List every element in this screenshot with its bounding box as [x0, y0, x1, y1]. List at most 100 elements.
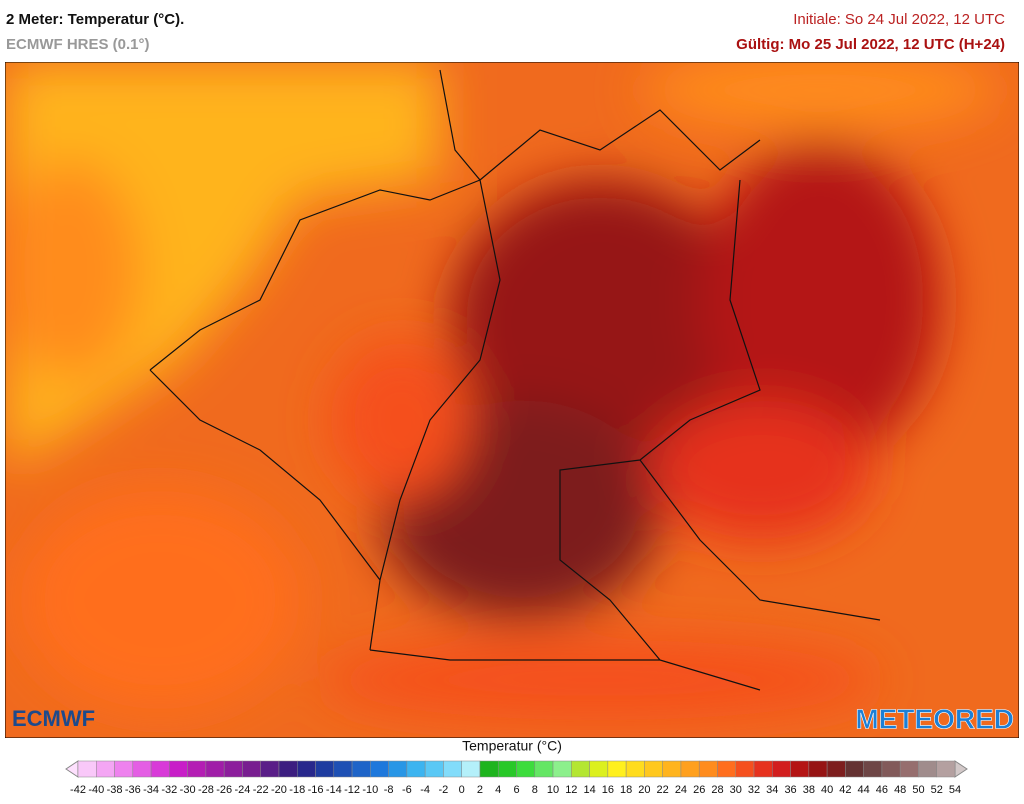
colorbar-swatch: [534, 760, 554, 778]
colorbar-swatch: [571, 760, 590, 778]
colorbar-tick-label: 54: [949, 784, 961, 796]
colorbar-swatch: [899, 760, 919, 778]
title: 2 Meter: Temperatur (°C).: [6, 11, 184, 28]
colorbar-tick-label: -18: [289, 784, 305, 796]
colorbar-tick-label: -36: [125, 784, 141, 796]
colorbar-swatch: [662, 760, 682, 778]
colorbar-swatch: [625, 760, 645, 778]
colorbar-tick-label: 18: [620, 784, 632, 796]
colorbar-swatch: [863, 760, 883, 778]
colorbar-tick-label: 52: [931, 784, 943, 796]
colorbar-swatch: [242, 760, 261, 778]
colorbar-swatch: [680, 760, 700, 778]
colorbar-tick-label: 34: [766, 784, 778, 796]
colorbar-tick-label: 0: [459, 784, 465, 796]
valid-time: Gültig: Mo 25 Jul 2022, 12 UTC (H+24): [736, 36, 1005, 53]
colorbar-title: Temperatur (°C): [462, 738, 562, 754]
colorbar-swatch: [497, 760, 517, 778]
colorbar-tick-label: -28: [198, 784, 214, 796]
colorbar-tick-label: -34: [143, 784, 159, 796]
colorbar-swatch: [918, 760, 937, 778]
colorbar-tick-label: 30: [730, 784, 742, 796]
colorbar-swatch: [315, 760, 335, 778]
colorbar-tick-label: 26: [693, 784, 705, 796]
colorbar-tick-label: -6: [402, 784, 412, 796]
colorbar-tick-label: 20: [638, 784, 650, 796]
colorbar-swatch: [77, 760, 97, 778]
colorbar-swatch: [223, 760, 243, 778]
colorbar-swatch: [297, 760, 316, 778]
colorbar-swatch: [936, 760, 956, 778]
colorbar-tick-label: 4: [495, 784, 501, 796]
temperature-field: ECMWF METEORED: [5, 62, 1019, 738]
colorbar-swatch: [808, 760, 828, 778]
colorbar-tick-label: -40: [88, 784, 104, 796]
colorbar-tick-label: -14: [326, 784, 342, 796]
colorbar-tick-label: 36: [784, 784, 796, 796]
colorbar-swatch: [388, 760, 408, 778]
colorbar-swatch: [333, 760, 353, 778]
colorbar-tick-label: 48: [894, 784, 906, 796]
colorbar-tick-label: 8: [532, 784, 538, 796]
colorbar-tick-label: -22: [253, 784, 269, 796]
colorbar-swatch: [753, 760, 773, 778]
colorbar-tick-label: 24: [675, 784, 687, 796]
meteored-logo: METEORED: [855, 703, 1014, 734]
colorbar-tick-label: -24: [234, 784, 250, 796]
colorbar-tick-label: 42: [839, 784, 851, 796]
colorbar-swatch: [461, 760, 481, 778]
colorbar-tick-label: 38: [803, 784, 815, 796]
colorbar-swatch: [790, 760, 810, 778]
colorbar-tick-label: -2: [439, 784, 449, 796]
colorbar-swatch: [589, 760, 609, 778]
colorbar-tick-label: 32: [748, 784, 760, 796]
colorbar-swatch: [845, 760, 864, 778]
init-time: Initiale: So 24 Jul 2022, 12 UTC: [793, 11, 1005, 28]
colorbar-tick-label: 28: [711, 784, 723, 796]
colorbar-tick-label: -16: [308, 784, 324, 796]
colorbar-tick-label: 40: [821, 784, 833, 796]
colorbar: -42 -40 -38 -36 -34 -32 -30 -28 -26 -24 -22 -20 -18-…: [65, 760, 968, 796]
colorbar-end: [954, 760, 968, 778]
colorbar-tick-label: 14: [583, 784, 595, 796]
colorbar-swatch: [644, 760, 663, 778]
colorbar-tick-label: -38: [107, 784, 123, 796]
colorbar-swatch: [479, 760, 499, 778]
colorbar-start: [65, 760, 79, 778]
colorbar-tick-label: 2: [477, 784, 483, 796]
colorbar-swatch: [406, 760, 426, 778]
colorbar-swatch: [96, 760, 115, 778]
colorbar-tick-label: -42: [70, 784, 86, 796]
colorbar-swatch: [735, 760, 755, 778]
colorbar-swatch: [607, 760, 627, 778]
colorbar-swatch: [370, 760, 389, 778]
colorbar-swatch: [698, 760, 718, 778]
model: ECMWF HRES (0.1°): [6, 36, 150, 53]
colorbar-tick-label: -30: [180, 784, 196, 796]
colorbar-swatch: [424, 760, 444, 778]
colorbar-tick-label: 6: [513, 784, 519, 796]
colorbar-swatch: [187, 760, 207, 778]
colorbar-swatch: [552, 760, 572, 778]
colorbar-tick-label: -4: [420, 784, 430, 796]
colorbar-swatch: [826, 760, 846, 778]
colorbar-tick-label: 10: [547, 784, 559, 796]
colorbar-tick-label: -12: [344, 784, 360, 796]
colorbar-swatch: [443, 760, 462, 778]
colorbar-tick-label: -8: [384, 784, 394, 796]
colorbar-swatch: [169, 760, 188, 778]
colorbar-tick-label: -20: [271, 784, 287, 796]
colorbar-swatch: [132, 760, 152, 778]
colorbar-tick-label: -26: [216, 784, 232, 796]
colorbar-swatch: [772, 760, 791, 778]
ecmwf-logo: ECMWF: [12, 706, 95, 731]
colorbar-swatch: [260, 760, 280, 778]
colorbar-swatch: [150, 760, 170, 778]
colorbar-tick-label: 16: [602, 784, 614, 796]
colorbar-tick-label: 46: [876, 784, 888, 796]
colorbar-swatch: [205, 760, 225, 778]
colorbar-tick-label: 44: [858, 784, 870, 796]
colorbar-tick-label: 22: [657, 784, 669, 796]
colorbar-swatch: [516, 760, 536, 778]
